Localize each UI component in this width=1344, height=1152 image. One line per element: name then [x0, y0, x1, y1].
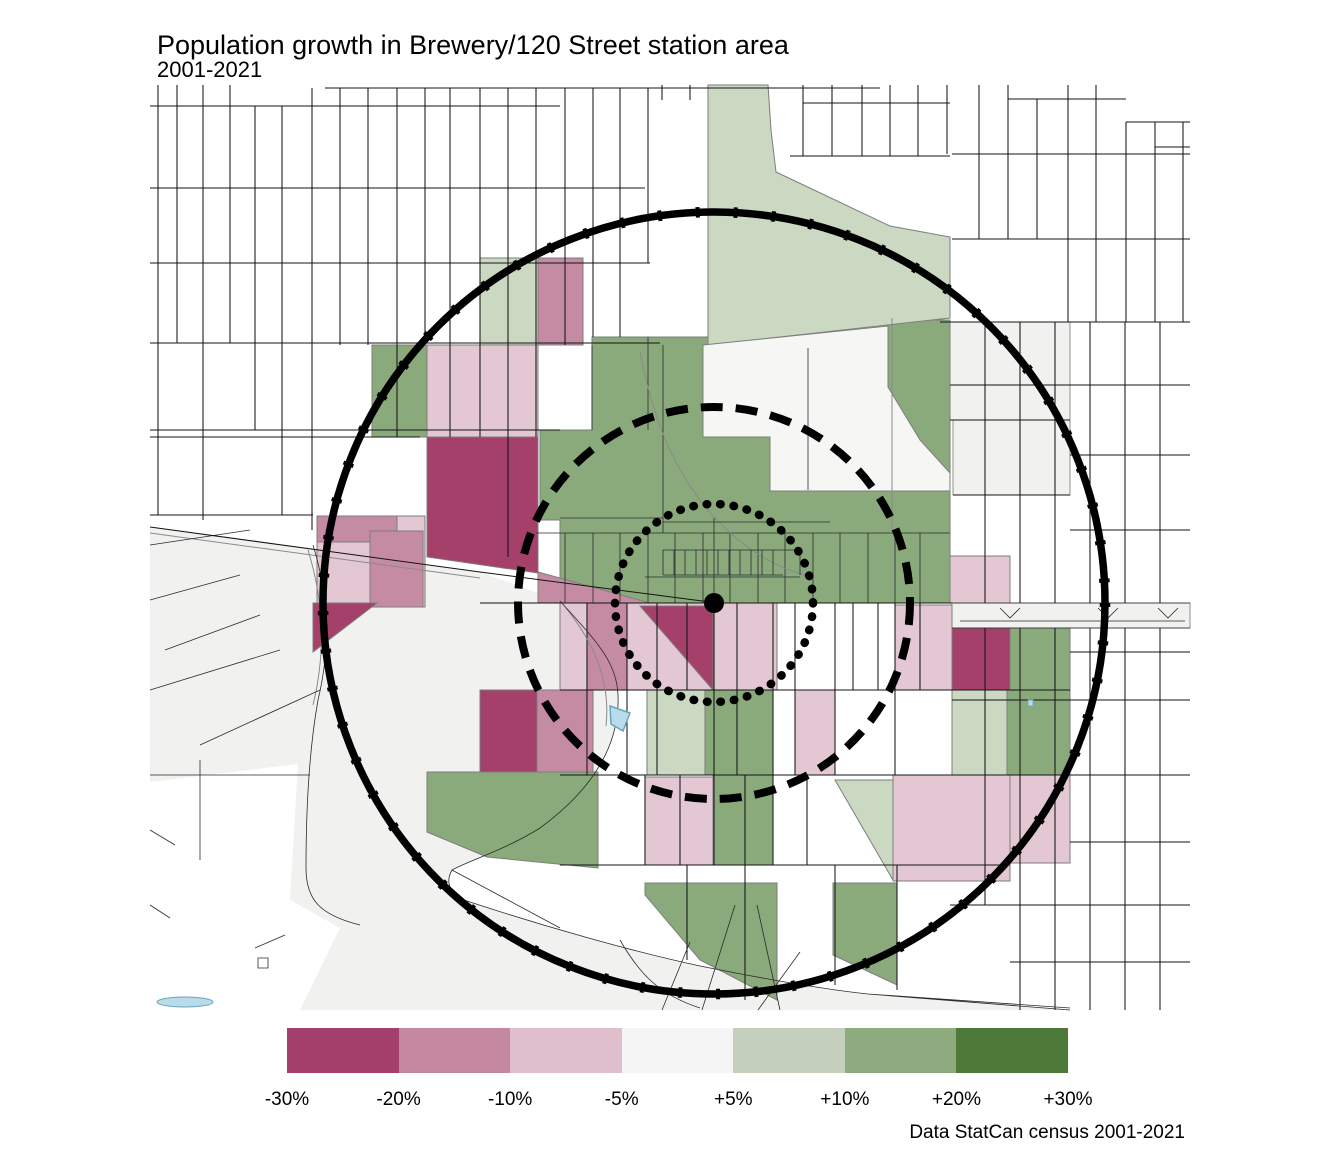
walkshed-rings	[317, 206, 1111, 1000]
station-marker	[704, 593, 724, 613]
water-features	[156, 699, 1034, 1008]
census-tract	[713, 602, 778, 691]
parking-lot-glyph	[645, 521, 830, 598]
census-tract	[586, 602, 628, 691]
census-tract	[702, 325, 951, 492]
map-legend	[287, 1028, 1069, 1073]
legend-swatch	[510, 1028, 622, 1073]
census-tract	[479, 689, 538, 776]
pond-small	[156, 996, 214, 1008]
legend-swatch	[956, 1028, 1069, 1073]
census-tract	[371, 344, 428, 438]
legend-swatch	[844, 1028, 957, 1073]
legend-tick-label: -30%	[264, 1089, 310, 1110]
rail-corridor	[951, 602, 1191, 629]
legend-swatch	[733, 1028, 845, 1073]
census-tract	[951, 627, 1011, 691]
legend-tick-label: +10%	[820, 1089, 870, 1110]
census-tract	[951, 689, 1008, 776]
census-tract	[537, 257, 584, 346]
road-network	[149, 85, 1190, 1011]
legend-tick-label: -5%	[604, 1089, 639, 1110]
census-tract	[426, 344, 539, 438]
census-tract	[834, 779, 894, 882]
legend-swatch	[287, 1028, 399, 1073]
census-tract	[949, 555, 1011, 604]
page-subtitle: 2001-2021	[157, 57, 263, 82]
census-tract	[1006, 689, 1071, 776]
data-source-caption: Data StatCan census 2001-2021	[909, 1122, 1185, 1143]
rail-line	[149, 526, 711, 603]
census-tract	[892, 774, 1011, 882]
valley-area	[150, 527, 1070, 1010]
census-tract	[312, 602, 379, 654]
inner-walkshed-ring	[610, 499, 818, 707]
middle-walkshed-ring	[514, 403, 914, 803]
census-tract	[426, 771, 599, 869]
legend-swatch	[398, 1028, 511, 1073]
census-tract	[1009, 627, 1071, 691]
census-tract	[638, 605, 714, 692]
census-tract	[644, 882, 778, 1001]
pond	[609, 704, 631, 733]
legend-tick-label: +30%	[1043, 1089, 1093, 1110]
census-tract	[704, 689, 774, 776]
legend-swatch	[621, 1028, 734, 1073]
legend-tick-label: +5%	[714, 1089, 753, 1110]
legend-tick-labels: -30% -20% -10% -5% +5% +10% +20% +30%	[265, 1089, 1093, 1113]
legend-tick-label: -20%	[376, 1089, 421, 1110]
page-title: Population growth in Brewery/120 Street …	[157, 30, 789, 61]
legend-tick-label: -10%	[487, 1089, 533, 1110]
outer-walkshed-ring-wobble	[317, 206, 1111, 1000]
legend-tick-label: +20%	[931, 1089, 981, 1110]
pond-dot	[1027, 699, 1034, 707]
